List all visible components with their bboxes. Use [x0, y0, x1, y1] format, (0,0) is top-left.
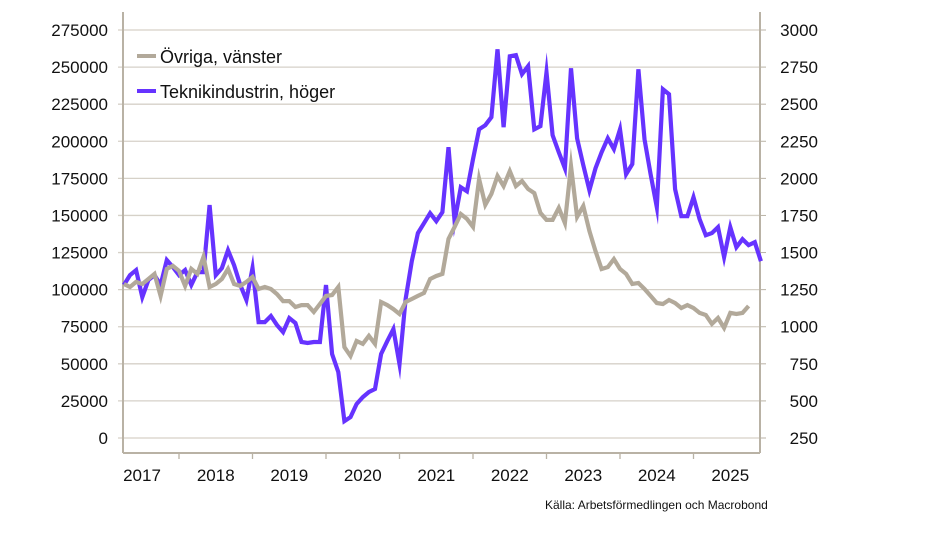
right-tick-label: 2750: [780, 58, 818, 77]
legend-label-ovriga: Övriga, vänster: [160, 47, 282, 67]
x-tick-label: 2024: [638, 466, 676, 485]
legend: Övriga, vänster Teknikindustrin, höger: [137, 47, 335, 102]
right-tick-label: 500: [790, 392, 818, 411]
source-note: Källa: Arbetsförmedlingen och Macrobond: [545, 498, 768, 512]
left-tick-label: 50000: [61, 355, 108, 374]
left-tick-label: 125000: [51, 244, 108, 263]
legend-label-teknik: Teknikindustrin, höger: [160, 82, 335, 102]
x-tick-label: 2019: [270, 466, 308, 485]
left-tick-label: 100000: [51, 281, 108, 300]
right-tick-label: 1500: [780, 244, 818, 263]
right-tick-label: 1000: [780, 318, 818, 337]
left-tick-label: 150000: [51, 206, 108, 225]
x-tick-label: 2020: [344, 466, 382, 485]
left-tick-label: 25000: [61, 392, 108, 411]
x-tick-label: 2025: [711, 466, 749, 485]
right-tick-label: 3000: [780, 21, 818, 40]
x-axis: 2017 2018 2019 2020 2021 2022 2023 2024 2025: [123, 452, 760, 485]
x-tick-label: 2023: [564, 466, 602, 485]
right-tick-label: 1750: [780, 206, 818, 225]
left-tick-label: 225000: [51, 95, 108, 114]
left-axis: 0 25000 50000 75000 100000 125000 150000 175000…: [51, 12, 124, 453]
series-line-teknikindustrin: [122, 49, 763, 425]
right-tick-label: 2000: [780, 169, 818, 188]
right-tick-label: 750: [790, 355, 818, 374]
right-tick-label: 250: [790, 429, 818, 448]
right-tick-label: 1250: [780, 281, 818, 300]
series-points-teknikindustrin: [123, 49, 761, 422]
x-tick-label: 2017: [123, 466, 161, 485]
right-tick-label: 2250: [780, 132, 818, 151]
left-tick-label: 175000: [51, 169, 108, 188]
left-tick-label: 250000: [51, 58, 108, 77]
left-tick-label: 275000: [51, 21, 108, 40]
right-axis: 250 500 750 1000 1250 1500 1750 2000 2250 2500 275…: [759, 12, 818, 453]
left-tick-label: 200000: [51, 132, 108, 151]
x-tick-label: 2022: [491, 466, 529, 485]
left-tick-label: 0: [99, 429, 108, 448]
series-line-ovriga: [122, 147, 751, 361]
x-tick-label: 2021: [417, 466, 455, 485]
series-lines: [122, 49, 763, 425]
x-tick-label: 2018: [197, 466, 235, 485]
right-tick-label: 2500: [780, 95, 818, 114]
left-tick-label: 75000: [61, 318, 108, 337]
